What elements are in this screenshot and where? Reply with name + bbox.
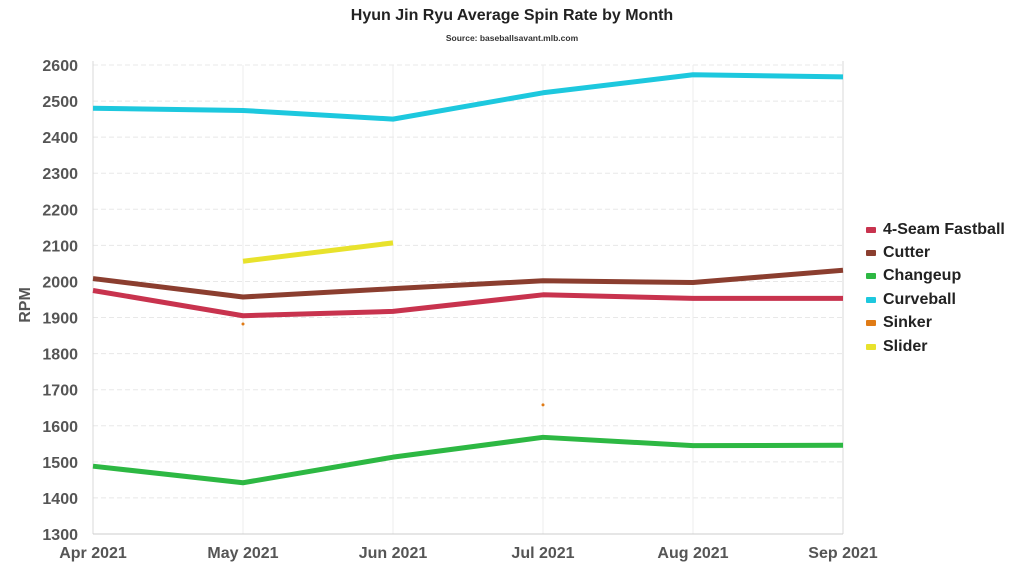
y-tick-label: 1900 <box>42 311 78 328</box>
series-lines <box>92 72 844 486</box>
y-tick-label: 1700 <box>42 383 78 400</box>
legend-label: Changeup <box>883 267 962 285</box>
legend-swatch <box>866 320 876 327</box>
legend-swatch <box>866 226 876 233</box>
series-point-sinker <box>541 403 545 407</box>
legend-swatch <box>866 250 876 257</box>
series-line-changeup <box>92 434 844 486</box>
y-tick-label: 2500 <box>42 94 78 111</box>
legend-item-4-seam-fastball: 4-Seam Fastball <box>866 218 1005 241</box>
y-tick-label: 1500 <box>42 455 78 472</box>
chart-title: Hyun Jin Ryu Average Spin Rate by Month <box>350 7 674 24</box>
y-tick-label: 2000 <box>42 274 78 291</box>
y-tick-label: 2400 <box>42 130 78 147</box>
x-tick-label: Aug 2021 <box>657 545 728 562</box>
legend-label: 4-Seam Fastball <box>883 220 1005 238</box>
legend-label: Sinker <box>883 314 932 332</box>
legend: 4-Seam Fastball Cutter Changeup Curveball Si… <box>866 218 1005 358</box>
legend-item-sinker: Sinker <box>866 312 1005 335</box>
y-tick-label: 2300 <box>42 166 78 183</box>
y-tick-label: 1400 <box>42 491 78 508</box>
y-tick-label: 2100 <box>42 238 78 255</box>
series-point-sinker <box>241 322 245 326</box>
x-tick-label: Sep 2021 <box>808 545 877 562</box>
legend-swatch <box>866 296 876 303</box>
legend-item-cutter: Cutter <box>866 241 1005 264</box>
legend-item-curveball: Curveball <box>866 288 1005 311</box>
x-tick-label: May 2021 <box>207 545 278 562</box>
y-tick-label: 2200 <box>42 202 78 219</box>
y-tick-label: 1300 <box>42 527 78 544</box>
y-tick-label: 1800 <box>42 347 78 364</box>
x-tick-label: Apr 2021 <box>59 545 127 562</box>
legend-label: Cutter <box>883 244 931 262</box>
y-tick-label: 2600 <box>42 58 78 75</box>
x-tick-label: Jul 2021 <box>511 545 574 562</box>
series-line-4-seam-fastball <box>92 288 843 319</box>
y-tick-label: 1600 <box>42 419 78 436</box>
series-line-slider <box>242 240 394 264</box>
legend-swatch <box>866 343 876 350</box>
legend-item-changeup: Changeup <box>866 265 1005 288</box>
legend-label: Slider <box>883 337 928 355</box>
x-tick-label: Jun 2021 <box>359 545 428 562</box>
legend-swatch <box>866 273 876 280</box>
chart-subtitle: Source: baseballsavant.mlb.com <box>445 33 579 43</box>
legend-item-slider: Slider <box>866 335 1005 358</box>
series-line-cutter <box>92 267 844 300</box>
series-line-curveball <box>92 72 844 122</box>
axes: 1300 1400 1500 1600 1700 1800 1900 2000 2100 2200… <box>42 58 877 562</box>
legend-label: Curveball <box>883 290 956 308</box>
